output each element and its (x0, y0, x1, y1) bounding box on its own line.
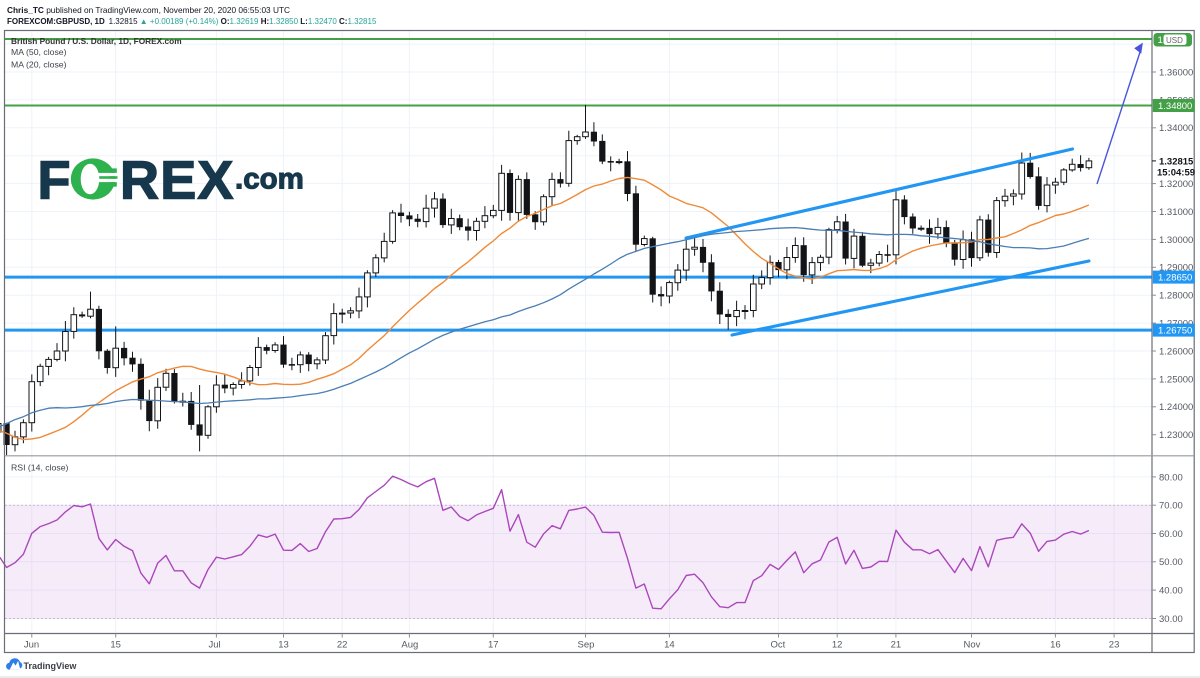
svg-text:16: 16 (1050, 640, 1061, 651)
svg-text:Jun: Jun (24, 640, 39, 651)
svg-text:1.24000: 1.24000 (1159, 402, 1193, 413)
svg-text:British Pound / U.S. Dollar, 1: British Pound / U.S. Dollar, 1D, FOREX.c… (11, 36, 182, 46)
svg-text:F: F (38, 151, 71, 211)
svg-text:1.29000: 1.29000 (1159, 263, 1193, 274)
svg-text:Sep: Sep (578, 640, 595, 651)
svg-text:.com: .com (235, 163, 304, 196)
svg-text:1.25000: 1.25000 (1159, 374, 1193, 385)
svg-text:REX: REX (120, 151, 235, 211)
svg-text:40.00: 40.00 (1159, 586, 1183, 597)
svg-text:23: 23 (1109, 640, 1120, 651)
svg-text:1.26750: 1.26750 (1158, 326, 1192, 337)
svg-text:1.32000: 1.32000 (1159, 179, 1193, 190)
svg-text:TradingView: TradingView (24, 661, 78, 671)
svg-text:15:04:59: 15:04:59 (1157, 167, 1195, 178)
svg-text:1.32815: 1.32815 (1159, 156, 1194, 167)
svg-text:14: 14 (664, 640, 675, 651)
svg-text:12: 12 (832, 640, 843, 651)
svg-text:USD: USD (1166, 36, 1183, 45)
svg-text:1.36000: 1.36000 (1159, 67, 1193, 78)
svg-text:Nov: Nov (964, 640, 981, 651)
svg-text:15: 15 (110, 640, 121, 651)
svg-text:1.28650: 1.28650 (1158, 273, 1192, 284)
svg-text:13: 13 (278, 640, 289, 651)
svg-text:RSI (14, close): RSI (14, close) (11, 463, 69, 473)
svg-text:50.00: 50.00 (1159, 557, 1183, 568)
svg-text:1.30000: 1.30000 (1159, 235, 1193, 246)
svg-text:70.00: 70.00 (1159, 501, 1183, 512)
svg-text:80.00: 80.00 (1159, 472, 1183, 483)
svg-text:30.00: 30.00 (1159, 614, 1183, 625)
svg-text:21: 21 (891, 640, 902, 651)
svg-text:17: 17 (488, 640, 499, 651)
svg-text:1.28000: 1.28000 (1159, 291, 1193, 302)
svg-text:22: 22 (337, 640, 348, 651)
svg-text:Jul: Jul (209, 640, 221, 651)
svg-text:1.34000: 1.34000 (1159, 123, 1193, 134)
svg-text:Aug: Aug (401, 640, 418, 651)
svg-text:60.00: 60.00 (1159, 529, 1183, 540)
svg-text:Oct: Oct (771, 640, 786, 651)
svg-text:1.31000: 1.31000 (1159, 207, 1193, 218)
svg-text:MA (20, close): MA (20, close) (11, 60, 67, 70)
svg-text:1: 1 (1158, 35, 1163, 46)
svg-text:1.23000: 1.23000 (1159, 430, 1193, 441)
svg-text:MA (50, close): MA (50, close) (11, 47, 67, 57)
svg-text:1.34800: 1.34800 (1158, 101, 1192, 112)
svg-text:1.26000: 1.26000 (1159, 346, 1193, 357)
